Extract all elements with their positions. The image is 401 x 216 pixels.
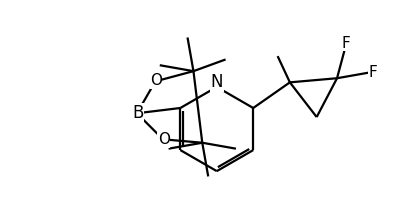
Text: F: F <box>340 36 349 51</box>
Text: N: N <box>210 73 223 91</box>
Text: O: O <box>150 73 162 88</box>
Text: F: F <box>367 65 376 80</box>
Text: O: O <box>157 132 169 148</box>
Text: B: B <box>132 104 143 122</box>
